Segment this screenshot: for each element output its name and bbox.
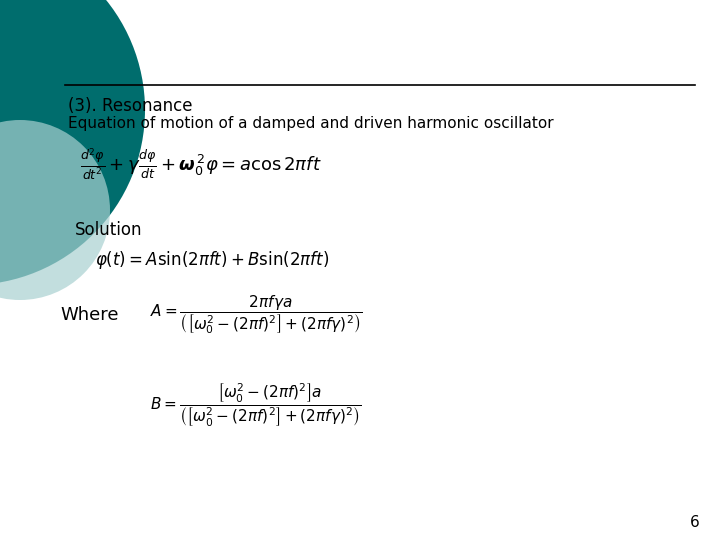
Text: $\frac{d^2\varphi}{dt^2} + \gamma\frac{d\varphi}{dt} + \boldsymbol{\omega}_0^{\,: $\frac{d^2\varphi}{dt^2} + \gamma\frac{d… — [80, 147, 322, 183]
Text: 6: 6 — [690, 515, 700, 530]
Text: Solution: Solution — [75, 221, 143, 239]
Text: $A = \dfrac{2\pi f\gamma a}{\left(\left[\omega_0^2 - (2\pi f)^2\right] + (2\pi f: $A = \dfrac{2\pi f\gamma a}{\left(\left[… — [150, 294, 362, 336]
Text: Where: Where — [60, 306, 119, 324]
Circle shape — [0, 120, 110, 300]
Text: Equation of motion of a damped and driven harmonic oscillator: Equation of motion of a damped and drive… — [68, 116, 554, 131]
Text: $\varphi(t) = A\sin(2\pi ft) + B\sin(2\pi ft)$: $\varphi(t) = A\sin(2\pi ft) + B\sin(2\p… — [95, 249, 329, 271]
Circle shape — [0, 0, 145, 285]
Text: $B = \dfrac{\left[\omega_0^2 - (2\pi f)^2\right]a}{\left(\left[\omega_0^2 - (2\p: $B = \dfrac{\left[\omega_0^2 - (2\pi f)^… — [150, 381, 361, 429]
Text: (3). Resonance: (3). Resonance — [68, 97, 192, 115]
